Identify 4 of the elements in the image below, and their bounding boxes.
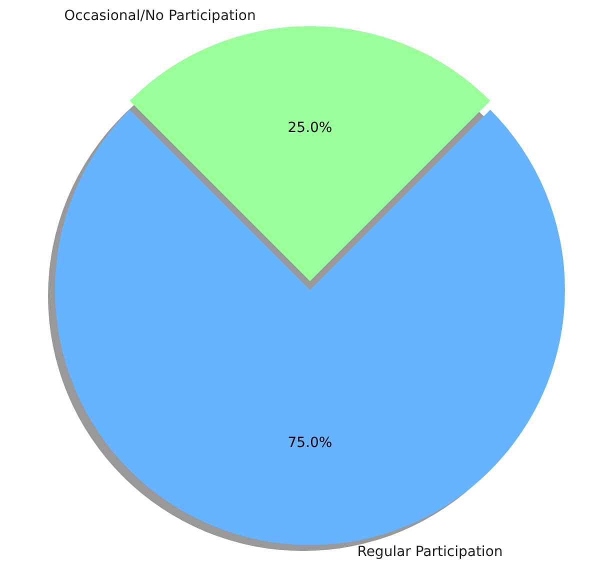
slice-label: Occasional/No Participation [64, 8, 256, 24]
data-label: 75.0% [288, 434, 332, 451]
slice-label: Regular Participation [357, 544, 503, 560]
data-label: 25.0% [288, 120, 332, 136]
